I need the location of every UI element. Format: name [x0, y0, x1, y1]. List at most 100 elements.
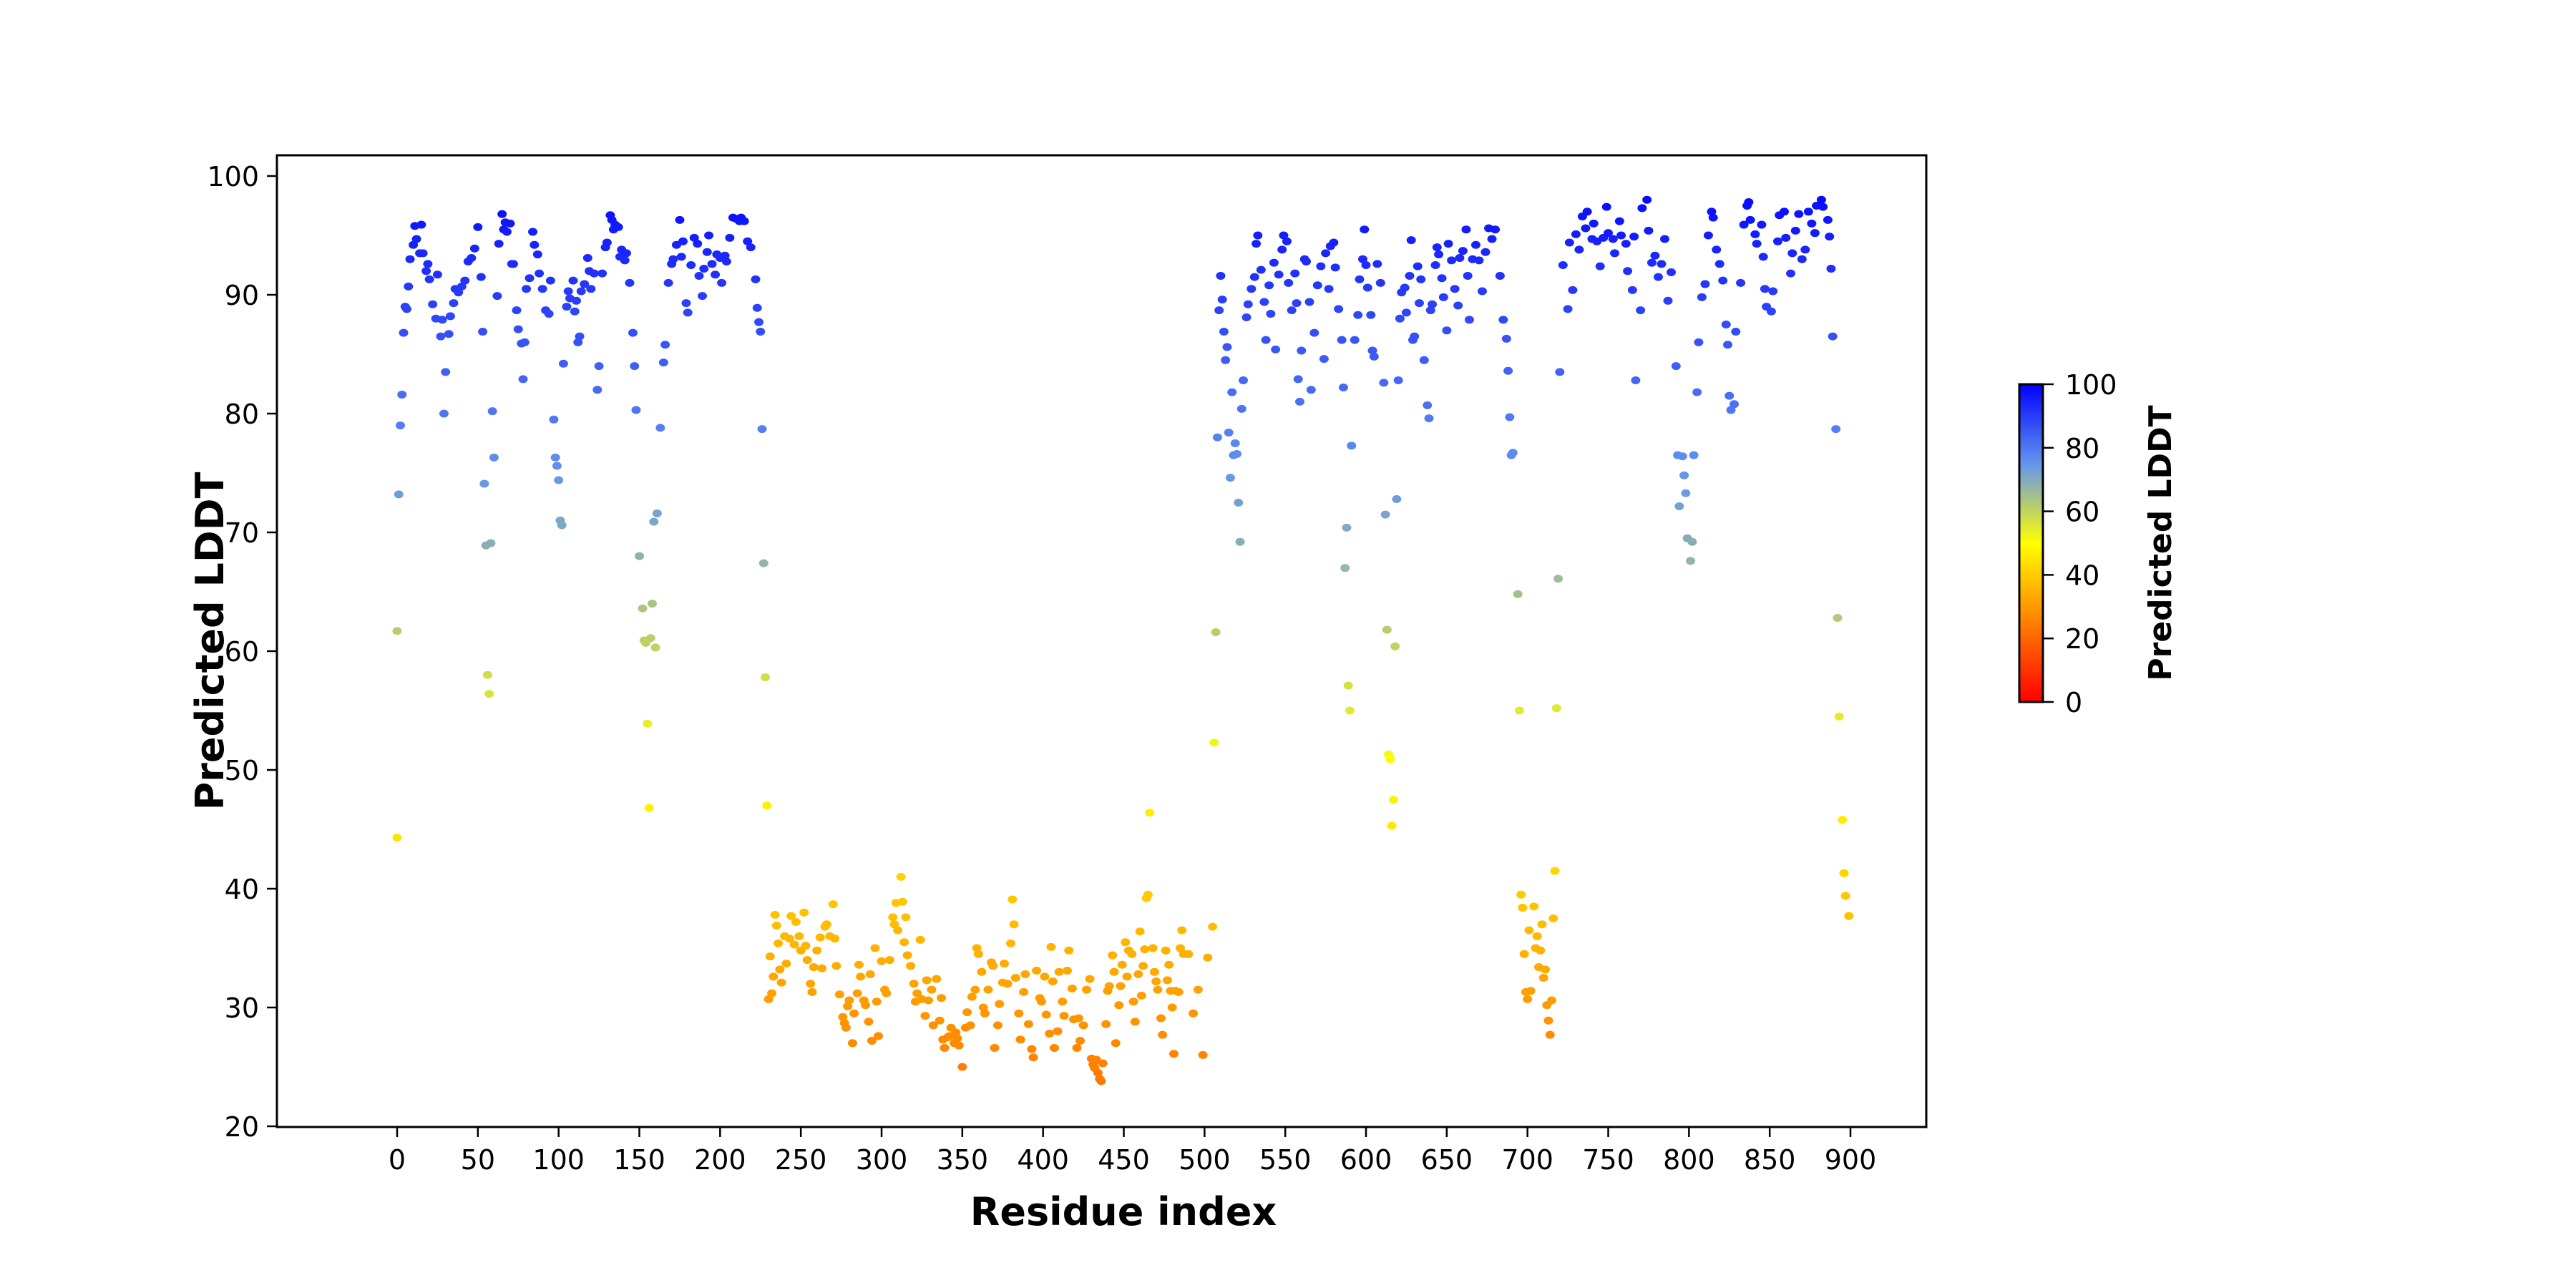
data-point [1023, 1020, 1033, 1028]
data-point [535, 269, 545, 278]
data-point [957, 1063, 967, 1071]
data-point [704, 231, 714, 240]
data-point [1096, 1077, 1106, 1085]
data-point [1677, 452, 1687, 461]
data-point [575, 332, 585, 341]
data-point [1551, 704, 1561, 713]
data-point [995, 1000, 1005, 1008]
data-point [699, 264, 709, 273]
data-point [1235, 537, 1245, 546]
data-point [1138, 962, 1148, 970]
data-point [1058, 997, 1068, 1006]
data-point [1627, 286, 1637, 294]
data-point [1442, 326, 1452, 335]
data-point [432, 270, 442, 279]
data-point [1828, 332, 1838, 341]
data-point [1212, 433, 1222, 441]
data-point [1461, 225, 1471, 234]
data-point [1385, 755, 1395, 763]
data-point [1826, 264, 1836, 273]
data-point [1193, 985, 1203, 994]
data-point [937, 994, 947, 1002]
data-point [1844, 912, 1854, 920]
data-point [1059, 1012, 1069, 1020]
x-tick-label: 700 [1501, 1144, 1553, 1176]
data-point [530, 240, 540, 249]
data-point [1184, 950, 1194, 958]
data-point [457, 282, 467, 291]
x-tick-label: 900 [1825, 1144, 1877, 1176]
data-point [1772, 237, 1782, 245]
data-point [973, 950, 983, 958]
data-point [1708, 213, 1718, 222]
data-point [1529, 902, 1539, 911]
data-point [1054, 967, 1064, 976]
data-point [1006, 939, 1016, 947]
data-point [1111, 1039, 1121, 1048]
data-point [970, 985, 980, 994]
data-point [1266, 310, 1276, 318]
data-point [537, 285, 547, 293]
data-point [404, 282, 414, 291]
data-point [901, 913, 911, 922]
data-point [864, 1018, 874, 1026]
data-point [1211, 628, 1221, 636]
data-point [1595, 262, 1605, 270]
data-point [668, 255, 678, 263]
data-point [1225, 474, 1235, 482]
data-point [563, 287, 573, 296]
data-point [951, 1028, 961, 1037]
data-point [1387, 821, 1397, 830]
data-point [437, 316, 447, 324]
data-point [794, 932, 804, 940]
data-point [1045, 1030, 1055, 1038]
data-point [1169, 1050, 1179, 1058]
data-point [1413, 262, 1423, 270]
data-point [1010, 974, 1020, 982]
data-point [1292, 299, 1302, 308]
data-point [1667, 268, 1677, 276]
data-point [1707, 208, 1717, 216]
data-point [1015, 1035, 1025, 1044]
data-point [801, 942, 811, 950]
data-point [492, 292, 502, 301]
data-point [1019, 987, 1029, 996]
data-point [978, 1003, 988, 1012]
data-point [445, 312, 455, 321]
data-point [421, 267, 431, 275]
data-point [870, 944, 880, 952]
data-point [502, 228, 512, 236]
data-point [1838, 816, 1848, 824]
data-point [689, 233, 699, 242]
data-point [620, 256, 630, 265]
data-point [571, 296, 581, 305]
data-point [720, 251, 730, 260]
data-point [830, 935, 840, 943]
data-point [694, 271, 704, 280]
data-point [1151, 977, 1161, 985]
data-point [1538, 974, 1548, 982]
data-point [841, 1023, 851, 1032]
data-point [743, 237, 753, 245]
data-point [441, 368, 451, 376]
data-point [1491, 225, 1501, 234]
data-point [776, 978, 786, 987]
data-point [1768, 287, 1778, 296]
data-point [1249, 273, 1259, 281]
data-point [1209, 738, 1219, 747]
data-point [1330, 263, 1340, 272]
data-point [770, 911, 780, 919]
data-point [1114, 1001, 1124, 1010]
data-point [1369, 352, 1379, 361]
data-point [467, 254, 477, 263]
data-point [1687, 537, 1697, 546]
data-point [884, 956, 894, 965]
data-point [817, 964, 827, 972]
data-point [854, 960, 864, 969]
x-tick-label: 750 [1582, 1144, 1634, 1176]
data-point [1046, 942, 1056, 951]
data-point [1221, 356, 1231, 364]
data-point [1355, 275, 1365, 283]
data-point [1416, 275, 1426, 283]
data-point [1650, 251, 1660, 260]
